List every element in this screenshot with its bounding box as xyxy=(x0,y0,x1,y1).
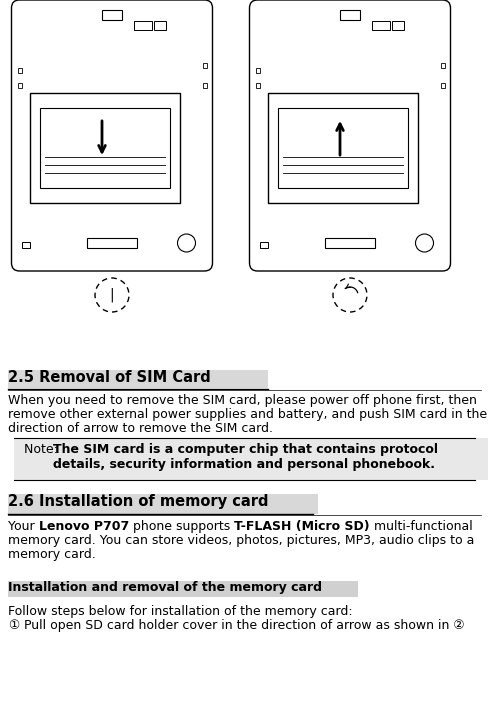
Text: phone supports: phone supports xyxy=(129,520,234,533)
Text: T-FLASH (Micro SD): T-FLASH (Micro SD) xyxy=(234,520,369,533)
Bar xyxy=(339,10,359,20)
Circle shape xyxy=(177,234,195,252)
Bar xyxy=(8,494,317,514)
Bar xyxy=(371,21,389,30)
Text: direction of arrow to remove the SIM card.: direction of arrow to remove the SIM car… xyxy=(8,422,272,435)
Bar xyxy=(8,370,267,388)
Text: Installation and removal of the memory card: Installation and removal of the memory c… xyxy=(8,581,321,594)
Text: memory card. You can store videos, photos, pictures, MP3, audio clips to a: memory card. You can store videos, photo… xyxy=(8,534,473,547)
Circle shape xyxy=(332,278,366,312)
Bar xyxy=(391,21,403,30)
FancyBboxPatch shape xyxy=(12,0,212,271)
Text: 2.5 Removal of SIM Card: 2.5 Removal of SIM Card xyxy=(8,370,210,385)
Text: multi-functional: multi-functional xyxy=(369,520,471,533)
Text: remove other external power supplies and battery, and push SIM card in the: remove other external power supplies and… xyxy=(8,408,486,421)
Bar xyxy=(259,242,267,248)
FancyBboxPatch shape xyxy=(249,0,449,271)
Bar xyxy=(325,238,374,248)
Bar xyxy=(255,83,259,88)
Text: When you need to remove the SIM card, please power off phone first, then: When you need to remove the SIM card, pl… xyxy=(8,394,476,407)
Bar xyxy=(18,83,21,88)
Bar xyxy=(14,438,488,480)
Bar xyxy=(40,108,169,188)
Text: ①: ① xyxy=(8,619,19,632)
Bar xyxy=(202,63,206,68)
Text: Pull open SD card holder cover in the direction of arrow as shown in ②: Pull open SD card holder cover in the di… xyxy=(24,619,464,632)
Text: 2.6 Installation of memory card: 2.6 Installation of memory card xyxy=(8,494,268,509)
Text: |: | xyxy=(109,288,114,302)
Bar xyxy=(29,93,179,203)
Circle shape xyxy=(415,234,433,252)
Bar xyxy=(8,581,357,597)
Bar xyxy=(154,21,165,30)
Text: memory card.: memory card. xyxy=(8,548,96,561)
Bar xyxy=(277,108,407,188)
Text: Your: Your xyxy=(8,520,39,533)
Bar xyxy=(440,83,444,88)
Bar xyxy=(87,238,137,248)
Circle shape xyxy=(95,278,129,312)
Bar xyxy=(202,83,206,88)
Bar xyxy=(440,63,444,68)
Bar xyxy=(18,68,21,73)
Text: Lenovo P707: Lenovo P707 xyxy=(39,520,129,533)
Bar xyxy=(267,93,417,203)
Text: Follow steps below for installation of the memory card:: Follow steps below for installation of t… xyxy=(8,605,352,618)
Bar xyxy=(21,242,29,248)
Bar xyxy=(134,21,152,30)
Text: Note:: Note: xyxy=(24,443,62,456)
Bar xyxy=(255,68,259,73)
Bar xyxy=(102,10,122,20)
Text: The SIM card is a computer chip that contains protocol
details, security informa: The SIM card is a computer chip that con… xyxy=(53,443,437,471)
